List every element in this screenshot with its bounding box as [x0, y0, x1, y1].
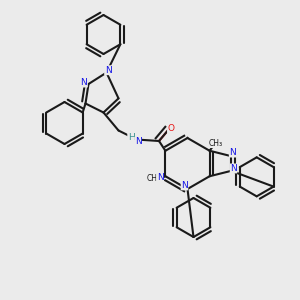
Text: N: N	[135, 137, 141, 146]
Text: N: N	[105, 66, 111, 75]
Text: N: N	[181, 181, 188, 190]
Text: N: N	[157, 173, 164, 182]
Text: N: N	[81, 78, 87, 87]
Text: N: N	[229, 148, 236, 157]
Text: H: H	[128, 133, 134, 142]
Text: CH₃: CH₃	[147, 174, 161, 183]
Text: O: O	[167, 124, 175, 133]
Text: N: N	[230, 164, 237, 173]
Text: CH₃: CH₃	[208, 139, 223, 148]
